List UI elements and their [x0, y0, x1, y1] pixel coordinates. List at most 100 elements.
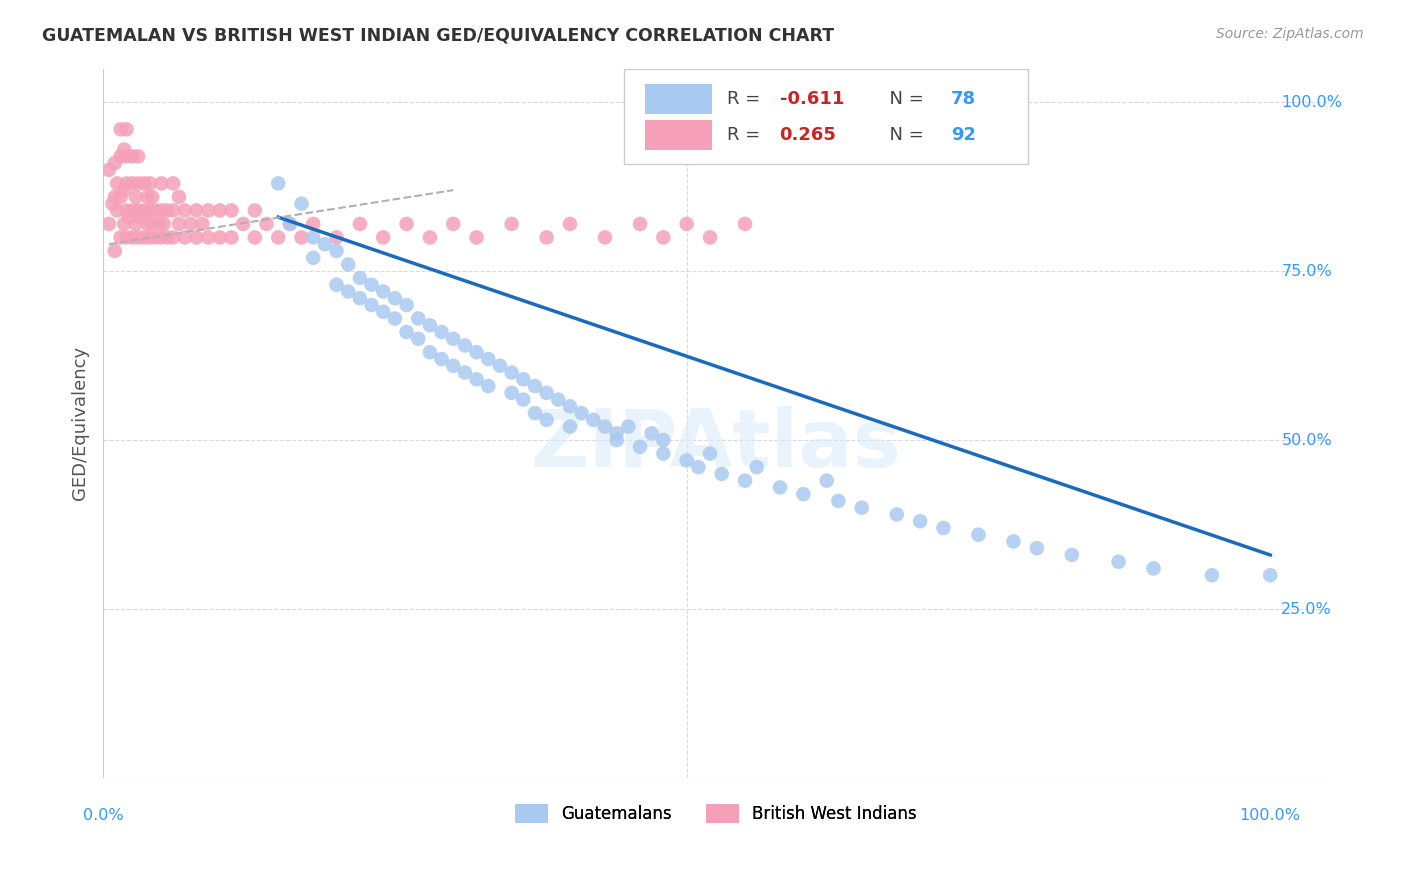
Point	[571, 406, 593, 420]
Point	[886, 508, 908, 522]
Point	[652, 447, 675, 461]
Point	[118, 210, 141, 224]
Point	[430, 325, 453, 339]
Point	[512, 392, 534, 407]
Point	[125, 217, 148, 231]
Point	[652, 433, 675, 447]
Point	[141, 190, 163, 204]
Point	[441, 359, 464, 373]
Point	[132, 230, 155, 244]
Point	[851, 500, 873, 515]
Point	[139, 177, 162, 191]
Point	[191, 217, 214, 231]
Point	[501, 366, 523, 380]
Point	[512, 372, 534, 386]
Point	[136, 190, 159, 204]
Text: N =: N =	[877, 90, 929, 108]
Point	[112, 143, 135, 157]
Point	[419, 345, 441, 359]
Text: ZIPAtlas: ZIPAtlas	[530, 406, 901, 483]
Point	[162, 203, 184, 218]
Point	[384, 311, 406, 326]
Point	[337, 285, 360, 299]
Point	[115, 230, 138, 244]
Text: GUATEMALAN VS BRITISH WEST INDIAN GED/EQUIVALENCY CORRELATION CHART: GUATEMALAN VS BRITISH WEST INDIAN GED/EQ…	[42, 27, 834, 45]
Point	[395, 298, 418, 312]
Point	[139, 203, 162, 218]
Point	[558, 400, 581, 414]
Text: 100.0%: 100.0%	[1281, 95, 1343, 110]
Point	[769, 480, 792, 494]
Point	[162, 230, 184, 244]
Point	[349, 271, 371, 285]
Point	[232, 217, 254, 231]
Point	[104, 244, 127, 258]
Point	[290, 230, 312, 244]
Point	[384, 291, 406, 305]
Point	[454, 338, 477, 352]
Point	[145, 203, 167, 218]
Point	[115, 177, 138, 191]
Point	[606, 433, 628, 447]
Point	[153, 217, 176, 231]
Point	[302, 230, 325, 244]
Point	[197, 203, 219, 218]
Point	[127, 149, 149, 163]
Point	[454, 366, 477, 380]
Point	[221, 230, 243, 244]
Point	[406, 332, 429, 346]
Point	[827, 494, 849, 508]
Point	[115, 149, 138, 163]
Point	[675, 453, 697, 467]
Point	[221, 203, 243, 218]
Point	[314, 237, 336, 252]
Point	[186, 230, 208, 244]
Point	[523, 406, 546, 420]
Point	[267, 230, 290, 244]
Point	[186, 203, 208, 218]
Point	[628, 217, 651, 231]
Text: 92: 92	[950, 126, 976, 145]
Point	[675, 217, 697, 231]
Point	[197, 230, 219, 244]
Point	[167, 217, 190, 231]
Point	[136, 217, 159, 231]
Point	[477, 352, 499, 367]
Point	[156, 203, 179, 218]
Point	[173, 203, 195, 218]
Point	[593, 230, 616, 244]
Point	[430, 352, 453, 367]
Point	[395, 217, 418, 231]
Legend: Guatemalans, British West Indians: Guatemalans, British West Indians	[508, 797, 924, 830]
Point	[141, 217, 163, 231]
Point	[536, 413, 558, 427]
Point	[710, 467, 733, 481]
Point	[132, 177, 155, 191]
Point	[243, 230, 266, 244]
Point	[127, 230, 149, 244]
Point	[373, 285, 395, 299]
Point	[167, 190, 190, 204]
Text: 75.0%: 75.0%	[1281, 264, 1331, 278]
Point	[115, 203, 138, 218]
Point	[745, 460, 768, 475]
Point	[325, 244, 347, 258]
Text: -0.611: -0.611	[779, 90, 844, 108]
Text: 50.0%: 50.0%	[1281, 433, 1331, 448]
Point	[349, 291, 371, 305]
Point	[162, 177, 184, 191]
Point	[115, 122, 138, 136]
Point	[536, 385, 558, 400]
Point	[1142, 561, 1164, 575]
Point	[688, 460, 710, 475]
Point	[1258, 568, 1281, 582]
Point	[121, 230, 143, 244]
Point	[125, 190, 148, 204]
Text: 0.265: 0.265	[779, 126, 837, 145]
Point	[360, 277, 382, 292]
Point	[150, 230, 173, 244]
Point	[139, 230, 162, 244]
FancyBboxPatch shape	[645, 84, 713, 114]
Point	[465, 230, 488, 244]
Point	[325, 277, 347, 292]
